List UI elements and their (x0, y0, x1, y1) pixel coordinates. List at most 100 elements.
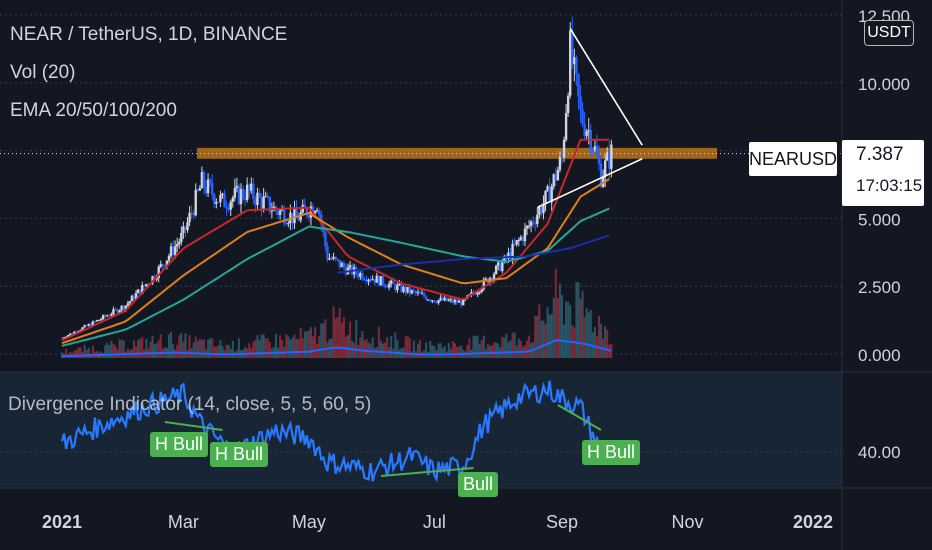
volume-bar (114, 345, 117, 358)
candle-body (266, 195, 269, 197)
candle-body (597, 154, 601, 164)
volume-bar (332, 306, 335, 358)
volume-bar (593, 326, 596, 358)
candle-body (114, 309, 117, 311)
candle-body (161, 263, 165, 266)
candle-body (208, 179, 212, 184)
candle-body (254, 198, 257, 205)
candle-body (126, 303, 130, 306)
candle-body (476, 292, 479, 295)
volume-bar (513, 332, 516, 358)
candle-body (558, 157, 562, 170)
volume-bar (575, 282, 578, 358)
candle-body (60, 337, 64, 339)
candle-body (315, 210, 319, 212)
volume-bar (349, 321, 352, 358)
currency-button[interactable]: USDT (864, 20, 914, 46)
volume-bar (120, 339, 123, 358)
y-tick-label: 10.000 (858, 75, 910, 94)
y-tick-label: 5.000 (858, 210, 901, 229)
volume-bar (540, 320, 543, 358)
volume-bar (554, 268, 557, 358)
x-tick-label: 2021 (42, 512, 82, 532)
volume-bar (579, 298, 582, 358)
candle-body (531, 221, 535, 224)
volume-bar (61, 352, 63, 358)
volume-bar (346, 335, 349, 358)
candle-body (445, 297, 448, 302)
ema-legend[interactable]: EMA 20/50/100/200 (10, 100, 177, 121)
volume-bar (604, 326, 607, 358)
volume-bar (182, 341, 185, 358)
candle-body (554, 174, 558, 181)
candle-body (394, 284, 397, 291)
candle-body (219, 195, 222, 203)
candle-body (258, 192, 261, 198)
candle-body (338, 259, 341, 268)
volume-bar (386, 337, 389, 358)
volume-bar (157, 340, 160, 358)
volume-bar (252, 341, 255, 358)
candle-body (599, 163, 603, 187)
volume-bar (468, 338, 471, 358)
candle-body (511, 243, 514, 259)
candle-body (227, 208, 230, 210)
candle-body (379, 276, 383, 286)
candle-body (173, 246, 177, 255)
candle-body (104, 315, 107, 317)
candle-body (480, 289, 483, 292)
candle-body (165, 260, 169, 267)
divergence-line (164, 421, 223, 431)
candle-body (136, 289, 140, 294)
divergence-legend[interactable]: Divergence Indicator (14, close, 5, 5, 6… (8, 394, 372, 415)
candle-body (239, 188, 243, 205)
x-tick-label: May (292, 512, 326, 532)
volume-bar (585, 308, 588, 358)
candle-body (603, 160, 607, 177)
trendline-lower (536, 158, 643, 209)
volume-bar (365, 339, 368, 358)
oscillator-tick-label: 40.00 (858, 443, 901, 462)
divergence-badge: H Bull (150, 432, 209, 457)
candle-body (482, 279, 485, 290)
ema-line (61, 138, 610, 342)
candle-body (211, 183, 214, 195)
candle-body (81, 327, 84, 331)
candle-body (317, 210, 321, 215)
volume-legend[interactable]: Vol (20) (10, 62, 76, 83)
volume-bar (279, 335, 282, 358)
candle-body (542, 203, 545, 214)
candle-body (377, 275, 381, 286)
ema-line (337, 234, 610, 274)
candle-body (295, 208, 298, 218)
candle-body (285, 223, 288, 225)
volume-bar (384, 342, 387, 358)
y-tick-label: 0.000 (858, 346, 901, 365)
volume-bar (501, 336, 504, 358)
volume-bar (431, 345, 434, 358)
candle-body (280, 209, 284, 211)
candle-body (287, 223, 290, 225)
volume-bar (287, 336, 290, 358)
candle-body (95, 320, 99, 322)
candle-body (529, 221, 533, 226)
candle-body (182, 226, 185, 233)
volume-bar (110, 340, 113, 358)
volume-bar (560, 294, 563, 358)
candle-body (521, 237, 525, 242)
volume-bar (281, 340, 284, 358)
candle-body (305, 208, 309, 216)
candle-body (501, 262, 504, 272)
x-tick-label: 2022 (793, 512, 833, 532)
candle-body (215, 201, 218, 204)
candle-body (404, 286, 407, 293)
candle-body (519, 237, 523, 240)
candle-body (260, 197, 263, 209)
volume-bar (396, 340, 399, 358)
y-tick-label: 2.500 (858, 278, 901, 297)
candle-body (509, 252, 512, 259)
candle-body (606, 152, 609, 161)
volume-bar (406, 336, 409, 358)
candle-body (581, 109, 584, 125)
